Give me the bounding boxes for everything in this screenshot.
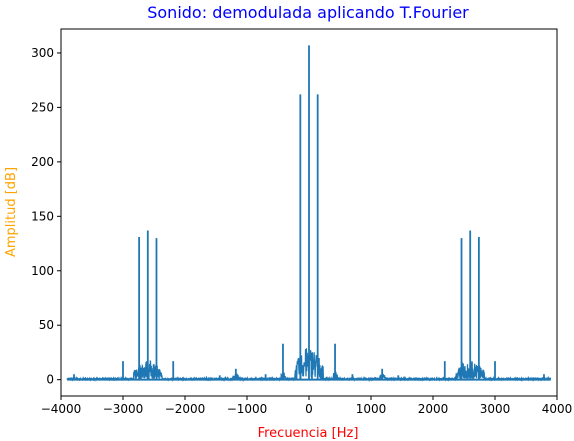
y-axis-label: Amplitud [dB]: [4, 167, 19, 257]
x-tick-label: 4000: [542, 402, 573, 416]
y-tick-label: 0: [46, 373, 54, 387]
y-tick-label: 150: [31, 209, 54, 223]
x-tick-label: 2000: [418, 402, 449, 416]
y-axis: 0 50 100 150 200 250 300: [31, 46, 61, 387]
series-line: [66, 45, 552, 382]
chart-title: Sonido: demodulada aplicando T.Fourier: [147, 3, 469, 22]
y-tick-label: 250: [31, 100, 54, 114]
y-tick-label: 300: [31, 46, 54, 60]
x-axis-label: Frecuencia [Hz]: [258, 426, 359, 441]
plot-area: [60, 28, 558, 397]
y-tick-label: 50: [39, 318, 54, 332]
y-tick-label: 200: [31, 155, 54, 169]
y-tick-label: 100: [31, 264, 54, 278]
x-tick-label: −1000: [227, 402, 268, 416]
x-tick-label: −2000: [165, 402, 206, 416]
x-tick-label: −3000: [103, 402, 144, 416]
x-tick-label: 0: [305, 402, 313, 416]
x-tick-label: −4000: [41, 402, 82, 416]
x-tick-label: 1000: [356, 402, 387, 416]
x-tick-label: 3000: [480, 402, 511, 416]
x-axis: −4000 −3000 −2000 −1000 0 1000 2000 3000 4000: [41, 396, 573, 416]
